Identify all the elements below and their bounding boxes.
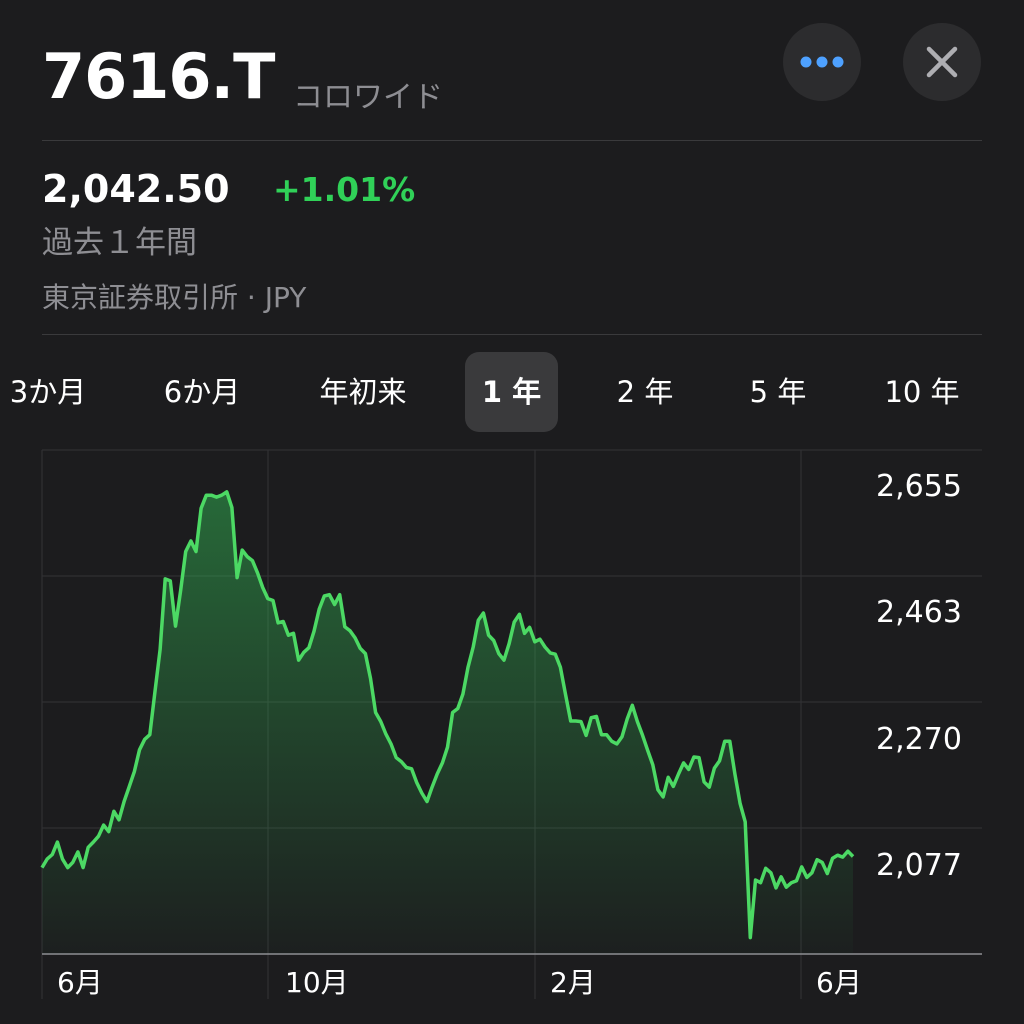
- stock-symbol: 7616.T: [42, 40, 275, 113]
- header-divider: [42, 140, 982, 141]
- more-dots-icon: [800, 56, 844, 68]
- x-tick-label: 2月: [550, 966, 596, 999]
- tab-1-year[interactable]: 1 年: [465, 352, 558, 432]
- tab-5-years[interactable]: 5 年: [749, 375, 807, 409]
- tab-10-years[interactable]: 10 年: [884, 375, 960, 409]
- price-chart[interactable]: 2,655 2,463 2,270 2,077 6月 10月 2月 6月: [0, 444, 1024, 1024]
- exchange-label: 東京証券取引所 · JPY: [42, 281, 307, 314]
- price-change: +1.01%: [273, 170, 416, 209]
- y-tick-label: 2,655: [876, 469, 962, 504]
- y-tick-label: 2,270: [876, 722, 962, 757]
- close-icon: [926, 46, 958, 78]
- tab-3-months[interactable]: 3か月: [9, 375, 87, 409]
- price-line: [40, 490, 855, 940]
- y-tick-label: 2,463: [876, 595, 962, 630]
- quote-divider: [42, 334, 982, 335]
- tab-2-years[interactable]: 2 年: [616, 375, 674, 409]
- more-button[interactable]: [783, 23, 861, 101]
- tab-ytd[interactable]: 年初来: [319, 375, 407, 409]
- company-name: コロワイド: [293, 80, 443, 115]
- close-button[interactable]: [903, 23, 981, 101]
- x-tick-label: 6月: [57, 966, 103, 999]
- x-tick-label: 6月: [816, 966, 862, 999]
- tab-6-months[interactable]: 6か月: [163, 375, 241, 409]
- x-tick-label: 10月: [285, 966, 349, 999]
- current-price: 2,042.50: [42, 167, 230, 211]
- period-label: 過去１年間: [42, 225, 197, 261]
- y-tick-label: 2,077: [876, 848, 962, 883]
- price-area-fill: [42, 491, 853, 954]
